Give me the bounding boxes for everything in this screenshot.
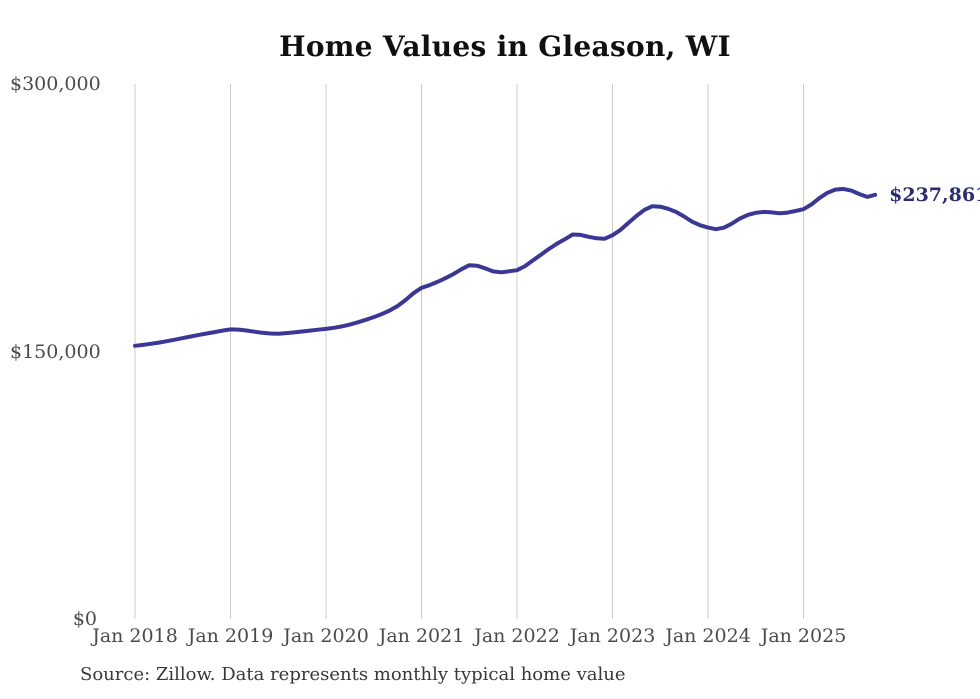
x-axis-tick-label-2018: Jan 2018 bbox=[92, 625, 178, 647]
x-axis-tick-label-2019: Jan 2019 bbox=[187, 625, 274, 647]
x-axis-tick-label-2024: Jan 2024 bbox=[665, 625, 751, 647]
latest-value-label: $237,861 bbox=[889, 183, 980, 206]
home-value-line bbox=[133, 186, 878, 348]
x-axis-tick-label-2025: Jan 2025 bbox=[760, 625, 847, 647]
x-axis-tick-label-2021: Jan 2021 bbox=[378, 625, 465, 647]
x-axis-tick-label-2022: Jan 2022 bbox=[474, 625, 560, 647]
chart-title: Home Values in Gleason, WI bbox=[279, 30, 731, 63]
y-axis-tick-label-0: $0 bbox=[72, 608, 97, 630]
x-axis-tick-label-2023: Jan 2023 bbox=[569, 625, 656, 647]
source-note: Source: Zillow. Data represents monthly … bbox=[80, 664, 626, 685]
y-axis-tick-label-300k: $300,000 bbox=[10, 73, 101, 95]
y-axis-tick-label-150k: $150,000 bbox=[10, 340, 101, 363]
x-axis-tick-label-2020: Jan 2020 bbox=[283, 625, 369, 647]
